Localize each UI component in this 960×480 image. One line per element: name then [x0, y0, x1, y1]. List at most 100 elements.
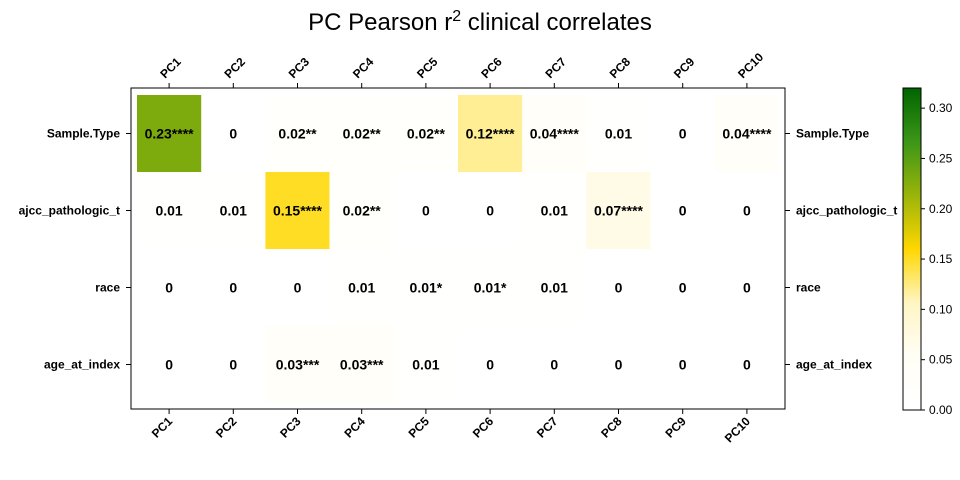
x-tick-label-top-6: PC6	[478, 54, 505, 81]
cell-label-2-1: 0.01	[155, 203, 182, 219]
x-tick-label-bottom-7: PC7	[534, 414, 561, 441]
cell-label-1-4: 0.02**	[343, 126, 382, 142]
heatmap-cell-1-8	[586, 95, 651, 172]
cell-label-3-4: 0.01	[348, 280, 375, 296]
y-tick-label-left-2: ajcc_pathologic_t	[19, 204, 120, 218]
title-main: PC Pearson r	[308, 9, 452, 36]
y-tick-label-left-4: age_at_index	[44, 358, 120, 372]
heatmap-cell-3-4	[329, 249, 394, 326]
heatmap-cell-4-3	[265, 326, 330, 403]
colorbar-tick-label-7: 0.30	[929, 101, 953, 115]
cell-label-3-2: 0	[229, 280, 237, 296]
title-suffix: clinical correlates	[461, 9, 652, 36]
colorbar-tick-label-3: 0.10	[929, 302, 953, 316]
cell-label-1-9: 0	[679, 126, 687, 142]
cell-label-3-9: 0	[679, 280, 687, 296]
x-tick-label-bottom-5: PC5	[406, 414, 433, 441]
x-tick-label-bottom-6: PC6	[470, 414, 497, 441]
heatmap-cell-1-4	[329, 95, 394, 172]
x-tick-label-top-9: PC9	[671, 54, 698, 81]
cell-label-1-3: 0.02**	[278, 126, 317, 142]
heatmap-cell-2-7	[522, 172, 587, 249]
y-tick-label-right-1: Sample.Type	[796, 127, 869, 141]
x-tick-label-top-3: PC3	[286, 54, 313, 81]
cell-label-3-7: 0.01	[541, 280, 568, 296]
x-tick-label-top-7: PC7	[543, 54, 570, 81]
x-tick-label-bottom-10: PC10	[722, 414, 753, 445]
cell-label-1-2: 0	[229, 126, 237, 142]
x-tick-label-bottom-2: PC2	[213, 414, 240, 441]
heatmap-cell-2-4	[329, 172, 394, 249]
cell-labels: 0.23**** 0 0.02** 0.02** 0.02** 0.12**** 0.04*…	[145, 126, 772, 373]
cell-label-1-8: 0.01	[605, 126, 632, 142]
x-tick-label-bottom-4: PC4	[341, 414, 368, 441]
cell-label-2-3: 0.15****	[273, 203, 323, 219]
heatmap-cell-1-5	[393, 95, 458, 172]
cell-label-4-5: 0.01	[412, 357, 439, 373]
cell-label-4-6: 0	[486, 357, 494, 373]
x-tick-label-top-8: PC8	[607, 54, 634, 81]
cell-label-4-8: 0	[615, 357, 623, 373]
heatmap-cell-1-10	[714, 95, 779, 172]
heatmap-cell-2-2	[201, 172, 266, 249]
x-tick-label-top-2: PC2	[222, 54, 249, 81]
colorbar-tick-label-1: 0.00	[929, 403, 953, 417]
heatmap-cell-4-4	[329, 326, 394, 403]
cell-label-2-10: 0	[743, 203, 751, 219]
heatmap-cell-2-3	[265, 172, 330, 249]
cell-label-3-8: 0	[615, 280, 623, 296]
heatmap-cell-3-6	[458, 249, 523, 326]
cell-label-2-2: 0.01	[220, 203, 247, 219]
x-tick-label-bottom-1: PC1	[149, 414, 176, 441]
colorbar-tick-label-6: 0.25	[929, 151, 953, 165]
cell-label-3-10: 0	[743, 280, 751, 296]
cell-label-4-4: 0.03***	[340, 357, 384, 373]
colorbar-tick-label-2: 0.05	[929, 353, 953, 367]
colorbar-tick-label-4: 0.15	[929, 252, 953, 266]
heatmap-cell-3-5	[393, 249, 458, 326]
chart-title: PC Pearson r2 clinical correlates	[308, 8, 652, 36]
x-tick-label-bottom-9: PC9	[662, 414, 689, 441]
heatmap-cell-2-1	[137, 172, 202, 249]
colorbar-ticks: 0.00 0.05 0.10 0.15 0.20 0.25 0.30	[921, 101, 953, 417]
y-tick-label-left-1: Sample.Type	[47, 127, 120, 141]
x-tick-label-top-5: PC5	[414, 54, 441, 81]
cell-label-3-1: 0	[165, 280, 173, 296]
cell-label-4-1: 0	[165, 357, 173, 373]
cell-label-3-5: 0.01*	[410, 280, 443, 296]
cell-label-4-9: 0	[679, 357, 687, 373]
cell-label-2-9: 0	[679, 203, 687, 219]
heatmap-cell-1-1	[137, 95, 202, 172]
heatmap-cell-3-7	[522, 249, 587, 326]
x-tick-label-top-1: PC1	[157, 54, 184, 81]
colorbar: 0.00 0.05 0.10 0.15 0.20 0.25 0.30	[902, 87, 953, 417]
x-tick-label-top-4: PC4	[350, 54, 377, 81]
y-tick-label-right-2: ajcc_pathologic_t	[796, 204, 897, 218]
cell-label-2-8: 0.07****	[594, 203, 644, 219]
cell-label-1-1: 0.23****	[145, 126, 195, 142]
cell-label-3-6: 0.01*	[474, 280, 507, 296]
heatmap-cell-4-5	[393, 326, 458, 403]
cell-label-1-10: 0.04****	[722, 126, 772, 142]
cell-label-4-2: 0	[229, 357, 237, 373]
cell-label-2-7: 0.01	[541, 203, 568, 219]
heatmap-cell-2-8	[586, 172, 651, 249]
cell-label-2-6: 0	[486, 203, 494, 219]
cell-label-1-5: 0.02**	[407, 126, 446, 142]
y-tick-label-right-4: age_at_index	[796, 358, 872, 372]
cell-label-2-5: 0	[422, 203, 430, 219]
colorbar-tick-label-5: 0.20	[929, 202, 953, 216]
heatmap-cell-1-3	[265, 95, 330, 172]
x-tick-label-bottom-8: PC8	[598, 414, 625, 441]
x-tick-label-top-10: PC10	[735, 50, 766, 81]
colorbar-scale	[902, 87, 922, 411]
title-superscript: 2	[452, 8, 461, 25]
heatmap-cell-1-6	[458, 95, 523, 172]
cell-label-1-6: 0.12****	[466, 126, 516, 142]
heatmap-cell-1-7	[522, 95, 587, 172]
y-tick-label-right-3: race	[796, 281, 821, 295]
x-tick-label-bottom-3: PC3	[277, 414, 304, 441]
cell-label-4-7: 0	[550, 357, 558, 373]
heatmap-cells	[137, 95, 779, 403]
